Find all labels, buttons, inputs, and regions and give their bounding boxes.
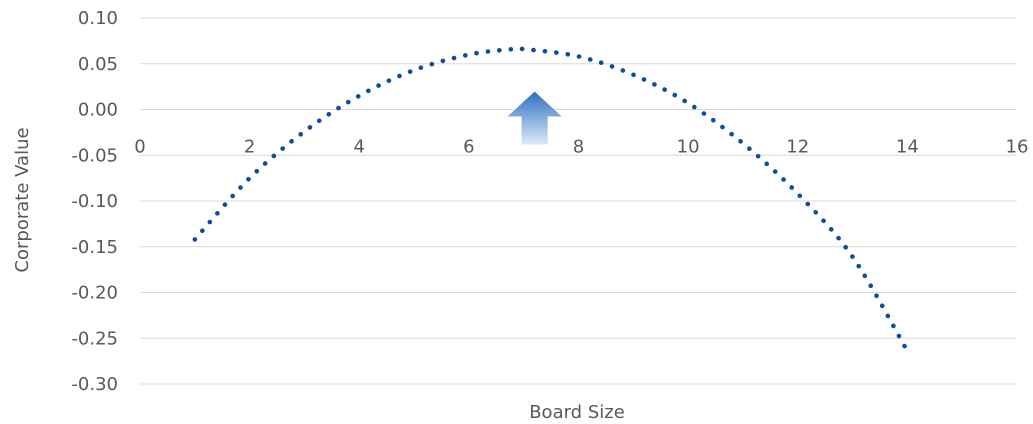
y-tick-label: 0.10 bbox=[78, 8, 118, 29]
x-tick-label: 12 bbox=[786, 137, 809, 158]
y-tick-label: -0.10 bbox=[71, 191, 118, 212]
x-tick-label: 14 bbox=[896, 137, 919, 158]
y-tick-label: -0.30 bbox=[71, 374, 118, 395]
x-axis-title: Board Size bbox=[529, 402, 625, 423]
y-tick-label: -0.15 bbox=[71, 237, 118, 258]
y-tick-label: 0.00 bbox=[78, 100, 118, 121]
x-axis-tick-labels: 0 2 4 6 8 10 12 14 16 bbox=[134, 137, 1028, 158]
y-tick-label: -0.25 bbox=[71, 328, 118, 349]
x-tick-label: 8 bbox=[573, 137, 584, 158]
x-tick-label: 2 bbox=[244, 137, 255, 158]
up-arrow-icon bbox=[507, 91, 562, 145]
x-tick-label: 10 bbox=[677, 137, 700, 158]
y-tick-label: -0.20 bbox=[71, 283, 118, 304]
y-tick-label: -0.05 bbox=[71, 145, 118, 166]
x-tick-label: 16 bbox=[1006, 137, 1029, 158]
x-tick-label: 4 bbox=[354, 137, 365, 158]
annotation bbox=[507, 91, 562, 145]
x-tick-label: 0 bbox=[134, 137, 145, 158]
x-tick-label: 6 bbox=[463, 137, 474, 158]
y-axis-title: Corporate Value bbox=[12, 127, 33, 272]
grid-lines bbox=[140, 17, 1017, 385]
y-tick-label: 0.05 bbox=[78, 54, 118, 75]
y-axis-tick-labels: 0.10 0.05 0.00 -0.05 -0.10 -0.15 -0.20 -0.25 -0.… bbox=[71, 8, 118, 395]
series-line bbox=[192, 46, 910, 354]
data-series bbox=[192, 46, 910, 354]
